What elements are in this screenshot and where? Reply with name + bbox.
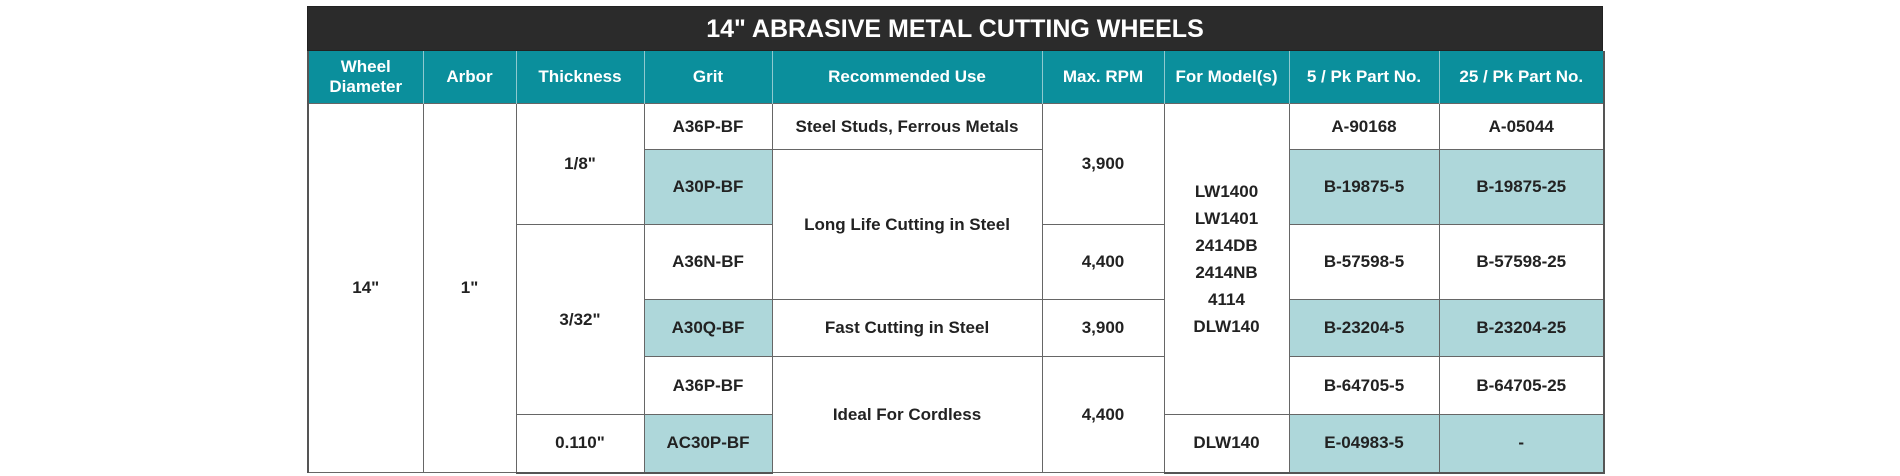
- cell-max-rpm: 3,900: [1041, 103, 1165, 225]
- cell-5pk-part-no: B-23204-5: [1288, 299, 1440, 357]
- cell-25pk-part-no: B-57598-25: [1438, 224, 1605, 300]
- cell-5pk-part-no: E-04983-5: [1288, 414, 1440, 474]
- cell-for-models: LW1400 LW1401 2414DB 2414NB 4114 DLW140: [1163, 103, 1290, 415]
- model-item: LW1400: [1194, 182, 1259, 201]
- cell-arbor: 1": [422, 103, 517, 473]
- header-for-models: For Model(s): [1163, 51, 1290, 104]
- header-grit: Grit: [643, 51, 773, 104]
- cell-thickness: 3/32": [515, 224, 645, 415]
- cell-wheel-diameter: 14": [307, 103, 424, 473]
- cell-for-models: DLW140: [1163, 414, 1290, 474]
- cell-25pk-part-no: B-64705-25: [1438, 356, 1605, 415]
- table-row: 14" 1" 1/8" A36P-BF Steel Studs, Ferrous…: [307, 103, 1605, 473]
- model-item: 2414NB: [1195, 263, 1258, 282]
- cell-recommended-use: Steel Studs, Ferrous Metals: [771, 103, 1043, 150]
- cell-grit: A36P-BF: [643, 356, 773, 415]
- cell-grit: A36N-BF: [643, 224, 773, 300]
- model-item: LW1401: [1194, 209, 1259, 228]
- cell-5pk-part-no: B-19875-5: [1288, 149, 1440, 225]
- header-5pk-part-no: 5 / Pk Part No.: [1288, 51, 1440, 104]
- header-max-rpm: Max. RPM: [1041, 51, 1165, 104]
- model-item: 4114: [1208, 290, 1245, 309]
- header-wheel-diameter-line1: Wheel: [340, 57, 391, 76]
- cell-25pk-part-no: A-05044: [1438, 103, 1605, 150]
- header-row: Wheel Diameter Arbor Thickness Grit Reco…: [307, 51, 1605, 104]
- cell-grit: A30Q-BF: [643, 299, 773, 357]
- cell-5pk-part-no: A-90168: [1288, 103, 1440, 150]
- table-row: 3/32" A36N-BF 4,400 B-57598-5 B-57598-25: [308, 224, 1605, 415]
- cell-recommended-use: Long Life Cutting in Steel: [771, 149, 1043, 300]
- table-row: A36P-BF Ideal For Cordless 4,400 B-64705…: [308, 356, 1605, 473]
- header-25pk-part-no: 25 / Pk Part No.: [1438, 51, 1605, 104]
- table-row: A30P-BF Long Life Cutting in Steel B-198…: [308, 149, 1605, 300]
- cell-recommended-use: Ideal For Cordless: [771, 356, 1043, 473]
- cell-5pk-part-no: B-64705-5: [1288, 356, 1440, 415]
- cell-max-rpm: 4,400: [1041, 356, 1165, 473]
- cell-thickness: 1/8": [515, 103, 645, 225]
- model-item: 2414DB: [1195, 236, 1258, 255]
- table-row: A30Q-BF Fast Cutting in Steel 3,900 B-23…: [308, 299, 1605, 357]
- cell-max-rpm: 3,900: [1041, 299, 1165, 357]
- cell-25pk-part-no: -: [1438, 414, 1605, 474]
- product-table-container: 14" ABRASIVE METAL CUTTING WHEELS Wheel …: [307, 6, 1605, 474]
- header-wheel-diameter: Wheel Diameter: [307, 51, 424, 104]
- cell-recommended-use: Fast Cutting in Steel: [771, 299, 1043, 357]
- cell-25pk-part-no: B-19875-25: [1438, 149, 1605, 225]
- cell-grit: AC30P-BF: [643, 414, 773, 474]
- header-recommended-use: Recommended Use: [771, 51, 1043, 104]
- cell-5pk-part-no: B-57598-5: [1288, 224, 1440, 300]
- header-wheel-diameter-line2: Diameter: [329, 77, 403, 96]
- cell-thickness: 0.110": [515, 414, 645, 474]
- table-row: 0.110" AC30P-BF DLW140 E-04983-5 -: [308, 414, 1605, 474]
- cell-max-rpm: 4,400: [1041, 224, 1165, 300]
- cell-25pk-part-no: B-23204-25: [1438, 299, 1605, 357]
- table-title: 14" ABRASIVE METAL CUTTING WHEELS: [307, 6, 1603, 51]
- wheels-table: Wheel Diameter Arbor Thickness Grit Reco…: [307, 51, 1605, 474]
- cell-grit: A30P-BF: [643, 149, 773, 225]
- model-item: DLW140: [1193, 317, 1260, 336]
- cell-grit: A36P-BF: [643, 103, 773, 150]
- header-thickness: Thickness: [515, 51, 645, 104]
- header-arbor: Arbor: [422, 51, 517, 104]
